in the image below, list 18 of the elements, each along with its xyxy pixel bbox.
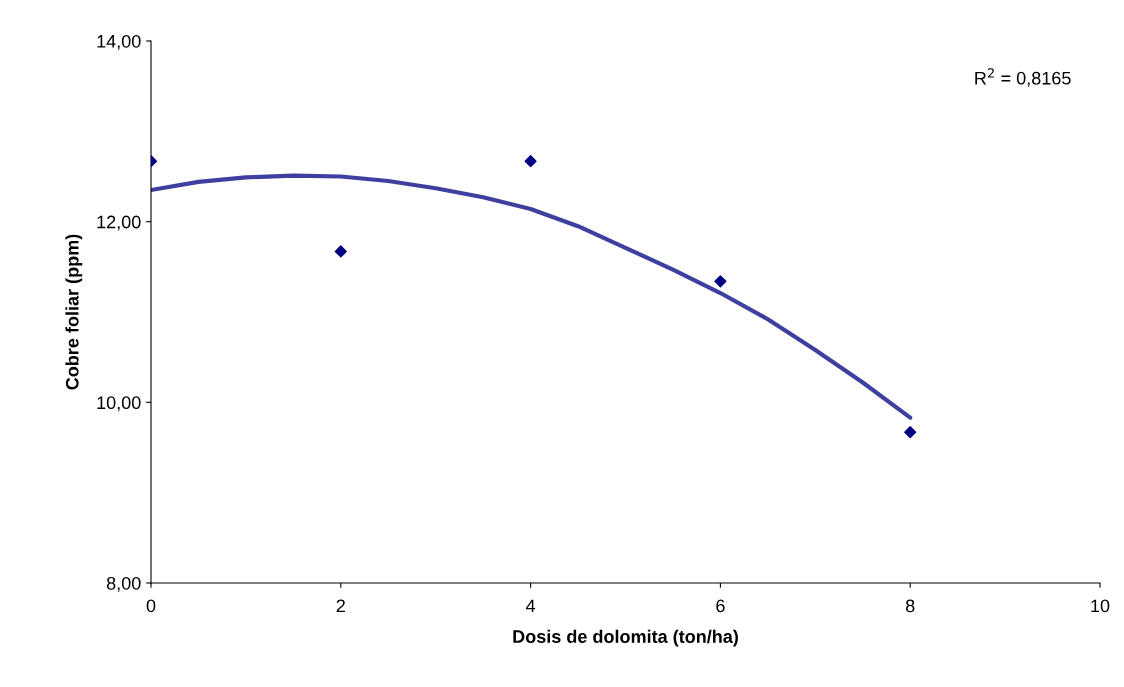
point	[904, 426, 917, 439]
y-tick-label: 12,00	[97, 215, 141, 231]
annotation: R$^{2}$ = 0,8165	[975, 68, 1071, 87]
point	[334, 245, 347, 258]
x-tick-label: 2	[336, 599, 345, 613]
y-tick-label: 14,00	[97, 34, 141, 50]
point	[524, 155, 537, 168]
x-tick-label: 0	[146, 599, 156, 613]
y-tick-label: 10,00	[97, 396, 141, 412]
x-tick-label: 6	[716, 599, 725, 613]
x-tick-label: 8	[905, 599, 915, 613]
x-axis-title: Dosis de dolomita (ton/ha)	[513, 629, 738, 647]
x-tick-label: 4	[525, 599, 536, 613]
x-tick-label: 10	[1091, 599, 1110, 613]
y-tick-label: 8,00	[106, 576, 141, 592]
point	[714, 275, 727, 288]
y-axis-title: Cobre foliar (ppm)	[65, 234, 83, 390]
line-series	[151, 173, 913, 420]
